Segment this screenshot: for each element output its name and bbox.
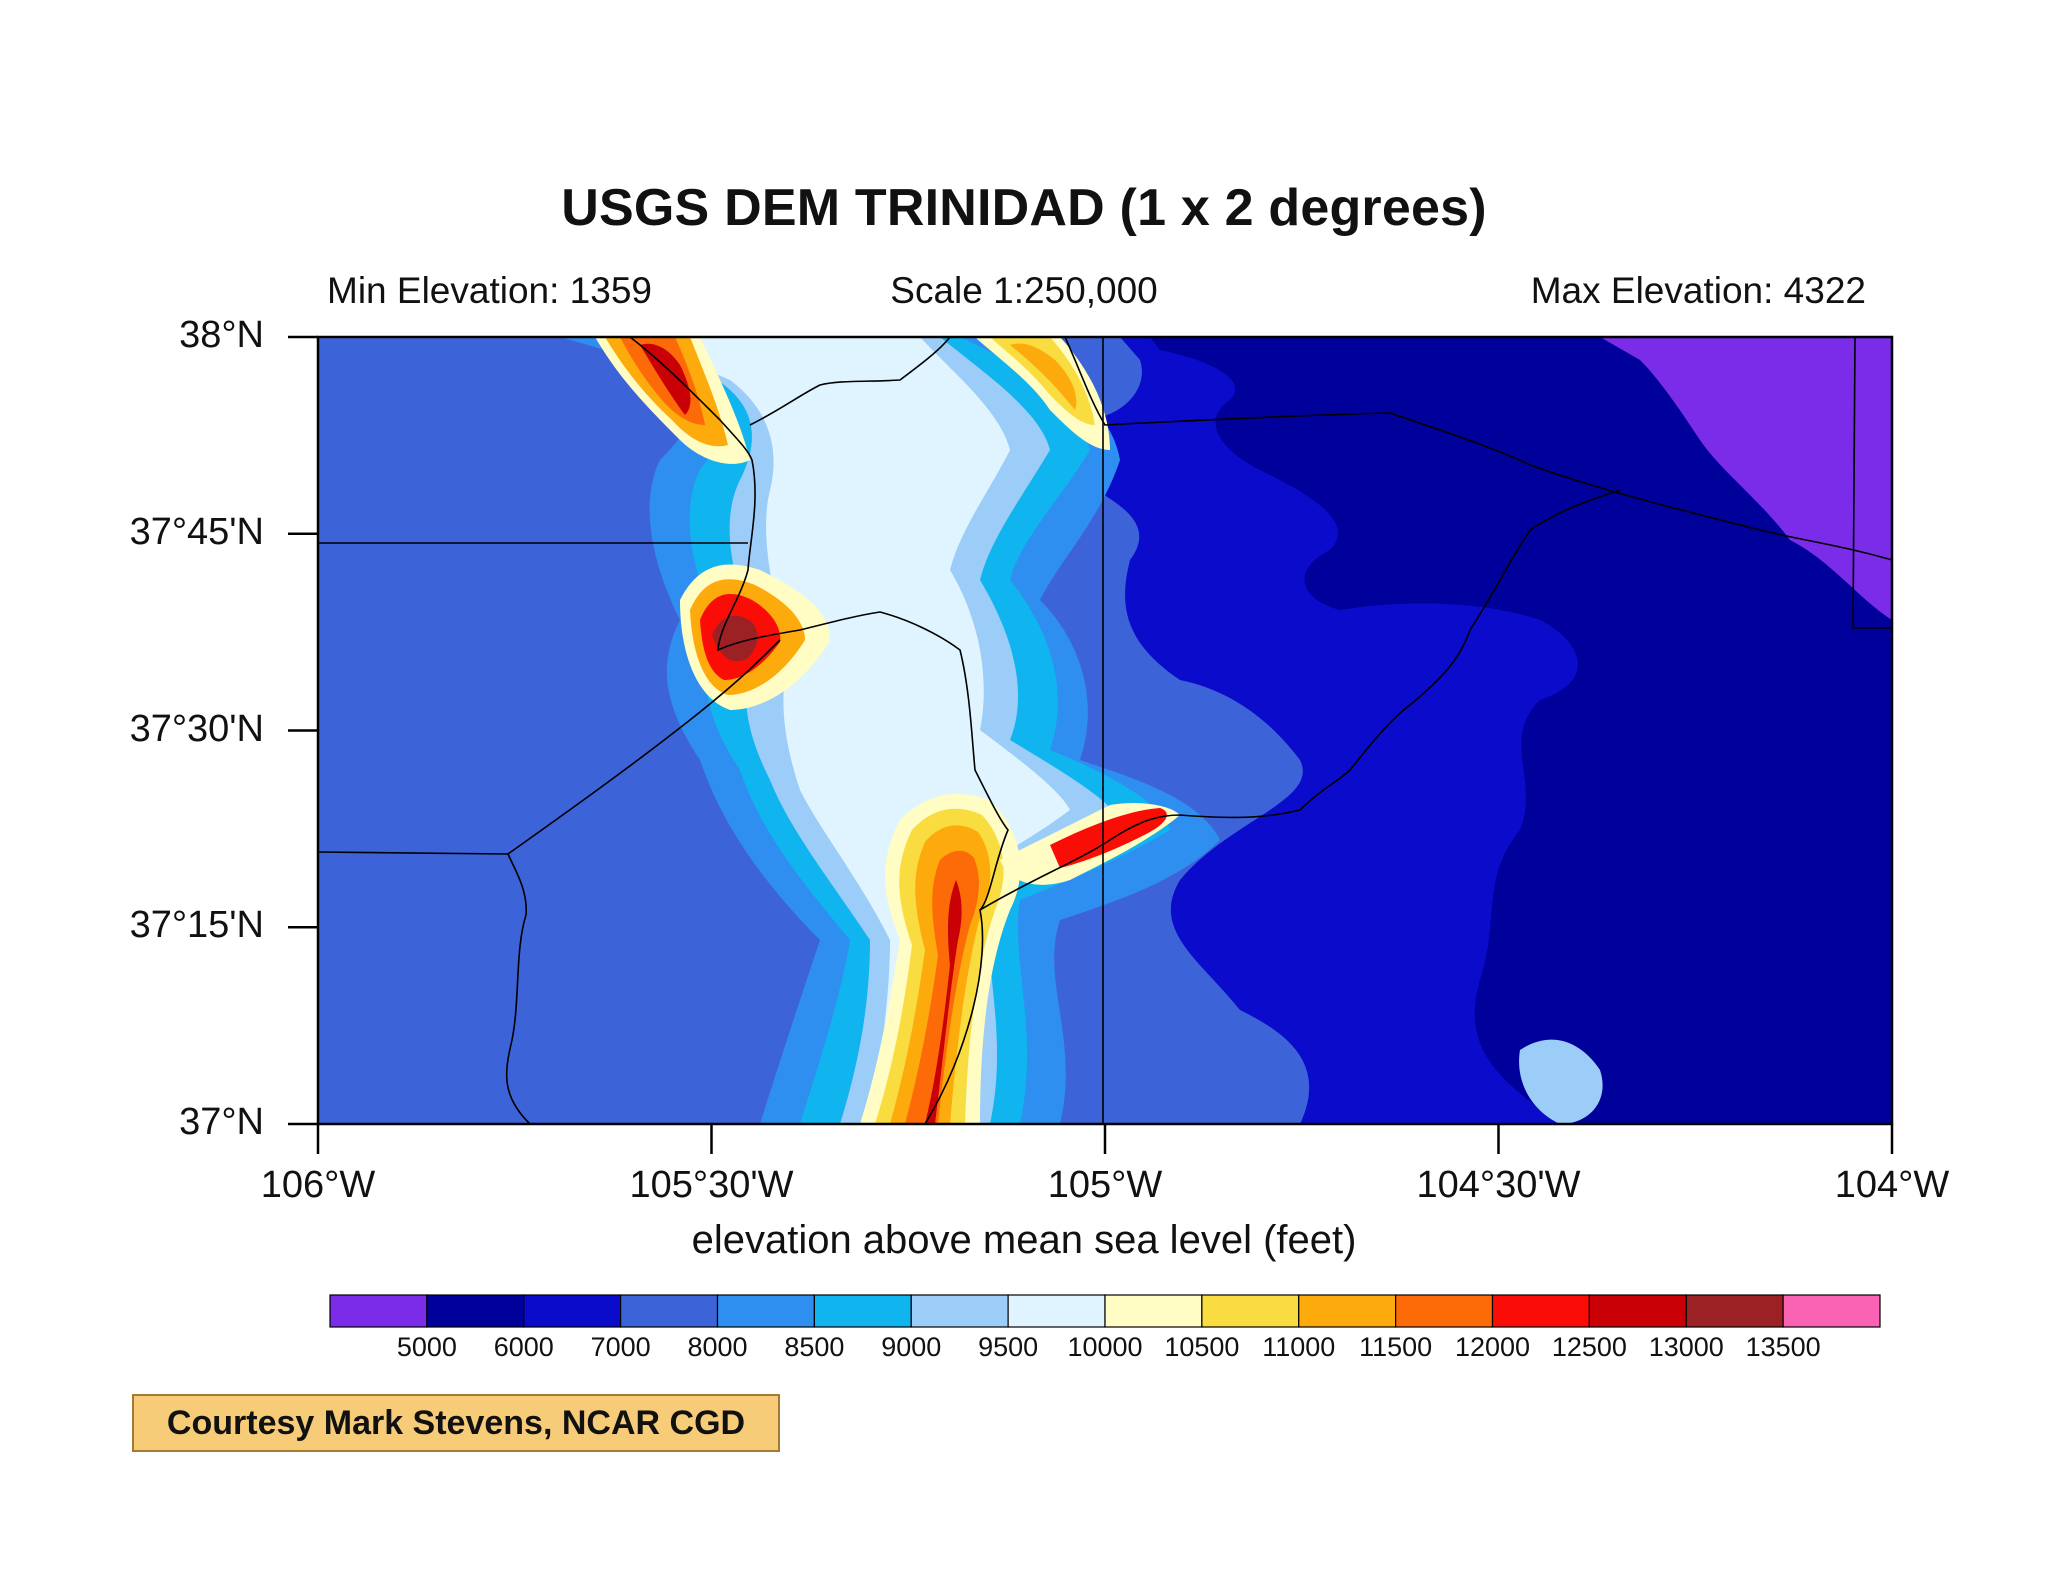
- colorbar-swatch: [1395, 1294, 1494, 1328]
- colorbar-label: 9500: [978, 1332, 1039, 1362]
- lon-tick-label: 104°30'W: [1416, 1164, 1581, 1206]
- colorbar-label: 8500: [784, 1332, 845, 1362]
- colorbar-label: 10500: [1164, 1332, 1240, 1362]
- colorbar-swatch: [1201, 1294, 1300, 1328]
- elevation-map-area: [318, 337, 1892, 1124]
- map-title: USGS DEM TRINIDAD (1 x 2 degrees): [561, 179, 1487, 237]
- lon-tick-label: 105°30'W: [629, 1164, 794, 1206]
- colorbar-label: 5000: [396, 1332, 457, 1362]
- colorbar-swatch: [426, 1294, 525, 1328]
- colorbar-label: 11000: [1262, 1332, 1336, 1362]
- colorbar-label: 8000: [687, 1332, 748, 1362]
- lon-tick-label: 105°W: [1047, 1164, 1163, 1206]
- lat-tick-label: 37°30'N: [129, 707, 264, 750]
- colorbar-label: 9000: [881, 1332, 942, 1362]
- colorbar: [329, 1294, 1881, 1328]
- credit-box: Courtesy Mark Stevens, NCAR CGD: [132, 1394, 780, 1452]
- min-elevation-label: Min Elevation: 1359: [327, 270, 652, 311]
- colorbar-swatch: [523, 1294, 622, 1328]
- lat-tick-label: 37°15'N: [129, 904, 264, 947]
- colorbar-swatch: [1104, 1294, 1203, 1328]
- lon-tick-label: 106°W: [260, 1164, 376, 1206]
- colorbar-swatch: [813, 1294, 912, 1328]
- colorbar-label: 13000: [1648, 1332, 1724, 1362]
- colorbar-label: 12000: [1454, 1332, 1531, 1362]
- axis-ticks: [288, 335, 1894, 1154]
- colorbar-swatch: [1588, 1294, 1687, 1328]
- scale-label: Scale 1:250,000: [890, 270, 1158, 311]
- colorbar-label: 6000: [493, 1332, 554, 1362]
- lat-tick-label: 37°N: [179, 1101, 264, 1143]
- colorbar-swatch: [1685, 1294, 1784, 1328]
- colorbar-label: 10000: [1067, 1332, 1143, 1362]
- colorbar-swatch: [910, 1294, 1009, 1328]
- colorbar-swatch: [620, 1294, 719, 1328]
- colorbar-label: 12500: [1551, 1332, 1627, 1362]
- colorbar-swatch: [716, 1294, 815, 1328]
- lon-tick-label: 104°W: [1834, 1164, 1950, 1206]
- x-axis-title: elevation above mean sea level (feet): [691, 1218, 1357, 1262]
- colorbar-swatch: [1491, 1294, 1590, 1328]
- colorbar-label: 7000: [590, 1332, 651, 1362]
- lat-tick-label: 37°45'N: [129, 510, 264, 553]
- colorbar-label: 13500: [1745, 1332, 1821, 1362]
- colorbar-label: 11500: [1359, 1332, 1433, 1362]
- colorbar-swatch: [1007, 1294, 1106, 1328]
- max-elevation-label: Max Elevation: 4322: [1530, 270, 1866, 311]
- colorbar-swatch: [1782, 1294, 1881, 1328]
- colorbar-swatch: [1298, 1294, 1397, 1328]
- colorbar-swatch: [329, 1294, 428, 1328]
- lat-tick-label: 38°N: [179, 314, 264, 356]
